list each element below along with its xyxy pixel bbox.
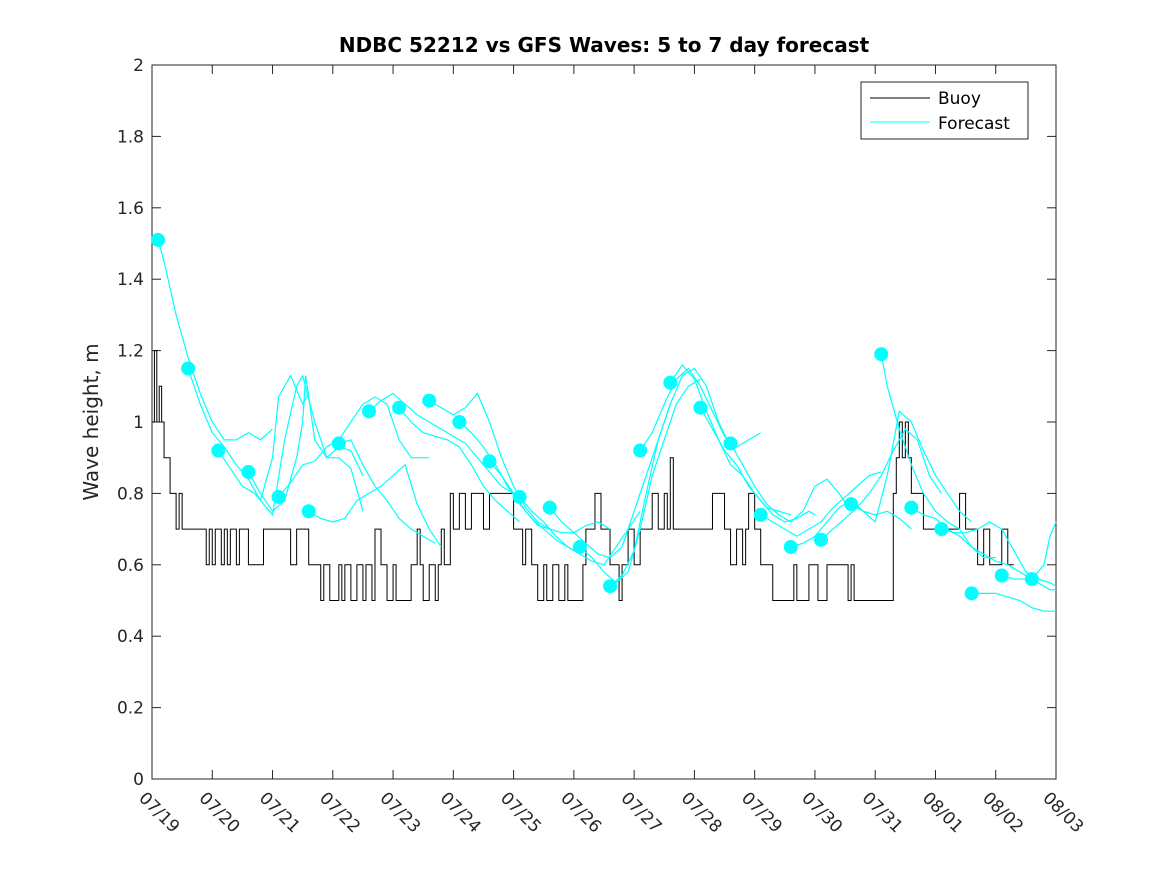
x-tick-label: 08/03: [1038, 788, 1087, 837]
forecast-start-marker: [633, 443, 648, 458]
y-tick-label: 1.2: [117, 342, 144, 362]
forecast-start-marker: [603, 579, 618, 594]
forecast-start-marker: [482, 454, 497, 469]
forecast-series-line: [911, 507, 1033, 580]
forecast-start-marker: [753, 507, 768, 522]
x-tick-label: 07/25: [496, 788, 545, 837]
forecast-series-line: [157, 239, 273, 441]
forecast-start-marker: [1024, 572, 1039, 587]
forecast-series-line: [217, 373, 364, 517]
forecast-series-line: [579, 378, 701, 584]
forecast-start-marker: [301, 504, 316, 519]
forecast-start-marker: [361, 404, 376, 419]
x-tick-label: 07/29: [737, 788, 786, 837]
forecast-series-line: [699, 407, 816, 523]
forecast-series-line: [850, 410, 973, 524]
x-tick-label: 07/26: [556, 788, 605, 837]
forecast-series-line: [669, 363, 791, 516]
forecast-series-line: [880, 354, 996, 559]
forecast-start-marker: [241, 464, 256, 479]
x-tick-label: 07/19: [134, 788, 183, 837]
y-axis-label: Wave height, m: [79, 343, 103, 500]
forecast-start-marker: [542, 500, 557, 515]
forecast-series-line: [820, 428, 942, 541]
forecast-series-line: [639, 367, 761, 451]
legend: Buoy Forecast: [860, 81, 1029, 140]
y-tick-label: 1: [133, 413, 144, 433]
forecast-series-line: [549, 403, 671, 559]
forecast-start-marker: [392, 400, 407, 415]
forecast-series-line: [187, 368, 310, 503]
forecast-series-line: [458, 421, 581, 555]
forecast-series-line: [1031, 521, 1057, 580]
forecast-series-line: [308, 463, 442, 548]
y-tick-label: 0.8: [117, 484, 144, 504]
forecast-series-line: [398, 407, 521, 523]
forecast-series-line: [609, 367, 732, 587]
forecast-series-line: [730, 443, 852, 523]
buoy-series-line: [152, 350, 1014, 601]
x-tick-label: 07/22: [315, 788, 364, 837]
forecast-start-marker: [271, 489, 286, 504]
x-tick-label: 07/28: [677, 788, 726, 837]
forecast-start-marker: [693, 400, 708, 415]
forecast-start-marker: [964, 586, 979, 601]
forecast-series-line: [941, 521, 1057, 587]
forecast-series-line: [760, 471, 882, 537]
x-tick-label: 08/01: [918, 788, 967, 837]
forecast-series-line: [368, 392, 514, 494]
forecast-start-marker: [512, 489, 527, 504]
x-tick-label: 07/20: [195, 788, 244, 837]
forecast-series-line: [971, 592, 1056, 612]
y-tick-label: 2: [133, 56, 144, 76]
x-tick-label: 07/30: [797, 788, 846, 837]
y-tick-label: 0.6: [117, 556, 144, 576]
x-tick-label: 07/31: [858, 788, 907, 837]
forecast-start-marker: [331, 436, 346, 451]
forecast-start-marker: [422, 393, 437, 408]
y-tick-label: 1.8: [117, 127, 144, 147]
forecast-start-marker: [904, 500, 919, 515]
forecast-start-marker: [663, 375, 678, 390]
x-tick-label: 07/24: [436, 788, 485, 837]
forecast-start-marker: [572, 539, 587, 554]
forecast-series-line: [428, 392, 551, 530]
forecast-series-line: [338, 439, 436, 544]
legend-forecast-label: Forecast: [938, 114, 1010, 134]
x-tick-label: 07/23: [376, 788, 425, 837]
chart-title: NDBC 52212 vs GFS Waves: 5 to 7 day fore…: [339, 33, 870, 57]
forecast-series-line: [519, 496, 641, 566]
legend-box: [860, 81, 1029, 140]
y-tick-label: 0: [133, 770, 144, 790]
y-tick-label: 1.6: [117, 199, 144, 219]
forecast-start-marker: [452, 415, 467, 429]
forecast-start-marker: [844, 497, 859, 512]
forecast-start-marker: [181, 361, 196, 376]
forecast-start-marker: [874, 347, 889, 362]
forecast-start-marker: [783, 539, 798, 554]
y-tick-label: 0.4: [117, 627, 144, 647]
x-tick-label: 07/21: [255, 788, 304, 837]
forecast-start-marker: [723, 436, 738, 451]
x-tick-label: 07/27: [617, 788, 666, 837]
forecast-start-marker: [151, 232, 166, 247]
forecast-start-marker: [211, 443, 226, 458]
y-tick-label: 0.2: [117, 699, 144, 719]
x-tick-label: 08/02: [978, 788, 1027, 837]
forecast-series-line: [278, 396, 430, 498]
axes-box: [151, 64, 1057, 780]
forecast-start-marker: [934, 522, 949, 537]
legend-buoy-label: Buoy: [938, 89, 981, 109]
forecast-start-marker: [813, 532, 828, 547]
forecast-start-marker: [994, 568, 1009, 583]
y-tick-label: 1.4: [117, 270, 144, 290]
